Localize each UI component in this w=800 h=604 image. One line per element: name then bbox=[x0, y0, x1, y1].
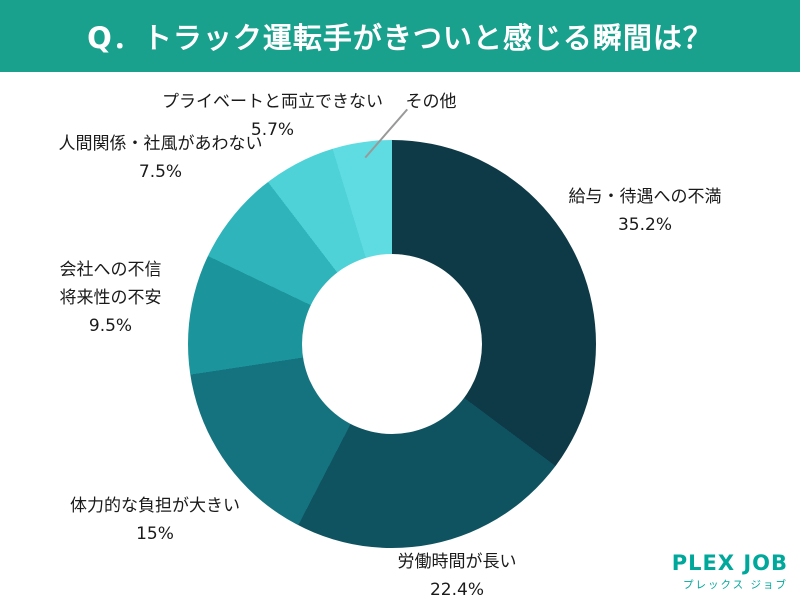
logo-text: PLEX JOB bbox=[671, 551, 788, 575]
label-physical-burden: 体力的な負担が大きい 15% bbox=[70, 496, 240, 544]
page-title: Q．トラック運転手がきついと感じる瞬間は？ bbox=[87, 21, 713, 55]
label-other: その他 bbox=[405, 92, 457, 112]
label-working-hours: 労働時間が長い 22.4% bbox=[397, 552, 517, 600]
donut-chart bbox=[188, 140, 596, 548]
label-relationships: 人間関係・社風があわない 7.5% bbox=[58, 134, 263, 182]
donut-hole bbox=[302, 254, 482, 434]
header-bar: Q．トラック運転手がきついと感じる瞬間は？ bbox=[0, 0, 800, 72]
label-company-distrust: 会社への不信 将来性の不安 9.5% bbox=[59, 260, 162, 336]
label-salary: 給与・待遇への不満 35.2% bbox=[568, 187, 722, 235]
logo-subtitle: プレックス ジョブ bbox=[682, 579, 788, 591]
plex-job-logo: PLEX JOB プレックス ジョブ bbox=[672, 551, 788, 592]
label-private-life: プライベートと両立できない 5.7% bbox=[162, 92, 383, 140]
